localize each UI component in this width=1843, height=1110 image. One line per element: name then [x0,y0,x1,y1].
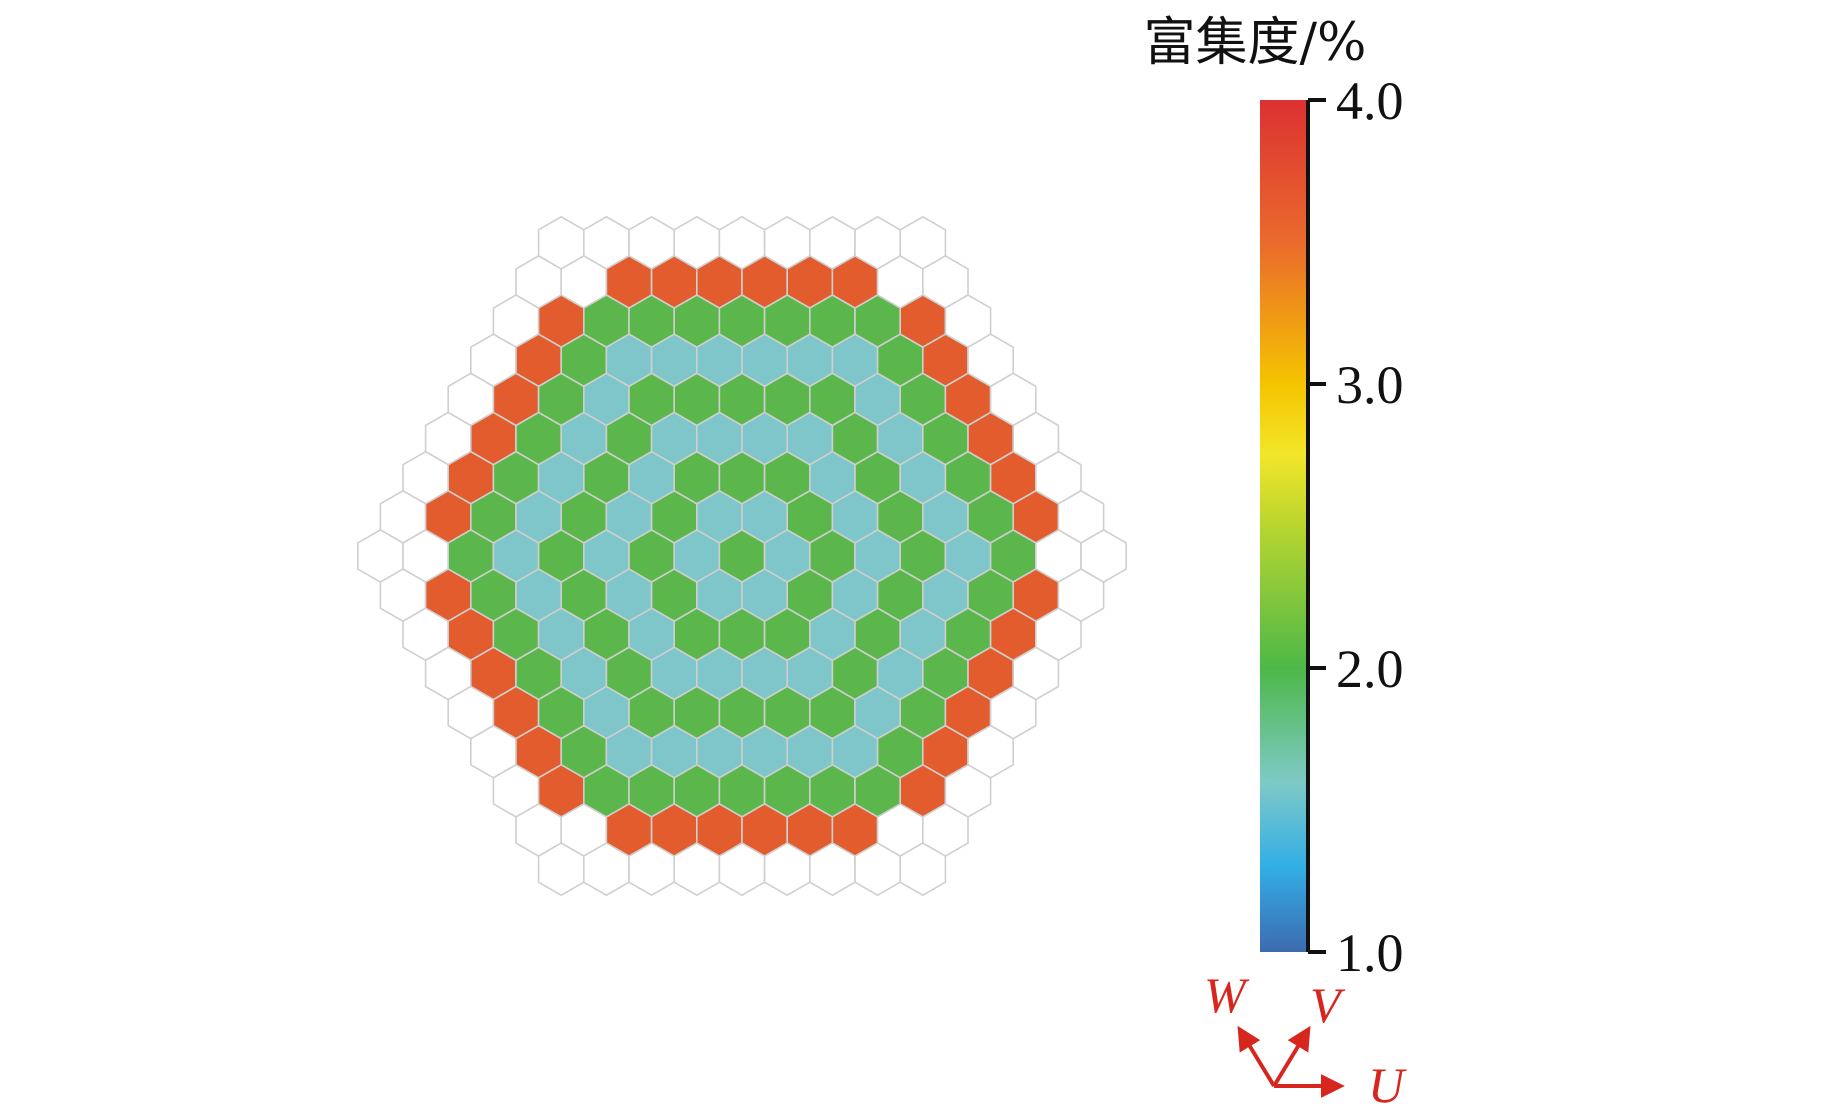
colorbar-tick-label: 3.0 [1336,355,1404,415]
colorbar-gradient [1260,100,1308,952]
colorbar-tick-label: 2.0 [1336,639,1404,699]
lattice-axes: U V W [1204,967,1407,1110]
colorbar-tick-label: 1.0 [1336,923,1404,983]
u-axis-label: U [1368,1057,1407,1110]
colorbar-tick-label: 4.0 [1336,71,1404,131]
w-axis-label: W [1204,967,1250,1023]
v-axis-label: V [1310,977,1346,1033]
w-axis-arrow [1237,1025,1276,1088]
colorbar: 富集度/% 1.0 2.0 3.0 4.0 [1144,13,1404,983]
v-axis-arrow [1272,1025,1311,1088]
colorbar-title: 富集度/% [1144,13,1367,73]
hex-cell-empty [899,842,947,897]
hex-core-map [356,215,1127,897]
colorbar-ticks: 1.0 2.0 3.0 4.0 [1308,71,1404,983]
